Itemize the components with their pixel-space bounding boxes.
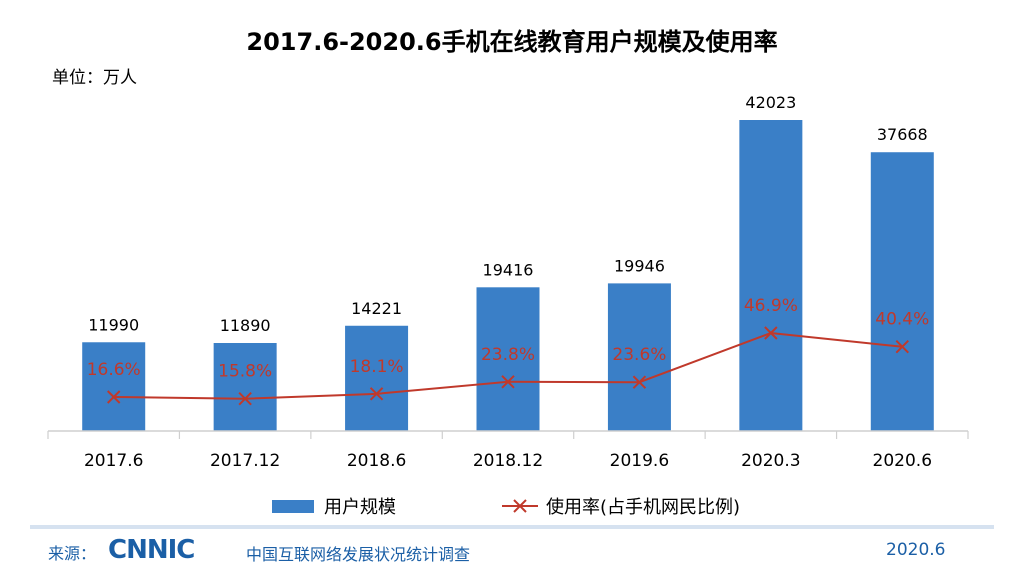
line-point-marker xyxy=(238,391,252,406)
line-point-marker xyxy=(501,375,515,389)
line-point-marker xyxy=(764,326,778,340)
legend: 用户规模 使用率(占手机网民比例) xyxy=(272,497,740,518)
x-tick-label: 2020.3 xyxy=(741,451,800,471)
x-tick-label: 2017.12 xyxy=(210,451,280,471)
line-value-label: 40.4% xyxy=(875,310,929,330)
cnnic-logo: CNNIC xyxy=(108,535,195,565)
bar xyxy=(213,343,277,431)
legend-bar-swatch xyxy=(272,500,314,513)
bar-value-label: 19946 xyxy=(614,256,665,275)
line-value-label: 46.9% xyxy=(744,296,798,316)
line-value-label: 23.8% xyxy=(481,345,535,365)
bar xyxy=(476,287,540,431)
line-point-marker xyxy=(107,390,121,404)
bar-value-label: 11890 xyxy=(220,316,271,335)
chart-title: 2017.6-2020.6手机在线教育用户规模及使用率 xyxy=(246,28,778,56)
bar-value-label: 11990 xyxy=(88,315,139,334)
line-point-marker xyxy=(632,375,647,389)
source-label: 来源： xyxy=(48,544,97,563)
line-value-label: 18.1% xyxy=(350,357,404,377)
org-name: 中国互联网络发展状况统计调查 xyxy=(246,545,471,564)
bar-value-label: 42023 xyxy=(745,93,796,112)
line-point-marker xyxy=(369,387,384,401)
line-layer: 16.6% 15.8% 18.1% 23.8% 23.6% 46.9% 40.4% xyxy=(87,296,929,406)
x-tick-label: 2020.6 xyxy=(873,451,932,471)
x-tick-label: 2019.6 xyxy=(610,451,669,471)
line-value-label: 23.6% xyxy=(612,345,666,365)
footer-date: 2020.6 xyxy=(886,540,946,560)
bars-layer: 11990 11890 14221 19416 19946 42023 37668 xyxy=(82,93,934,431)
bar-value-label: 37668 xyxy=(877,125,928,144)
footer-divider xyxy=(30,525,994,529)
legend-line-label: 使用率(占手机网民比例) xyxy=(546,497,740,518)
bar xyxy=(82,342,146,431)
bar xyxy=(870,152,934,431)
unit-label: 单位：万人 xyxy=(52,68,137,88)
line-value-label: 15.8% xyxy=(218,362,272,382)
bar xyxy=(345,325,409,431)
legend-bar-label: 用户规模 xyxy=(324,497,396,518)
axis-layer: 2017.6 2017.12 2018.6 2018.12 2019.6 2020.3 20… xyxy=(47,430,969,471)
legend-line-marker xyxy=(513,499,527,513)
x-tick-label: 2018.12 xyxy=(473,451,543,471)
bar-value-label: 19416 xyxy=(483,260,534,279)
bar xyxy=(607,283,671,431)
x-tick-label: 2018.6 xyxy=(347,451,406,471)
bar-value-label: 14221 xyxy=(351,299,402,318)
line-value-label: 16.6% xyxy=(87,360,141,380)
line-point-marker xyxy=(895,340,909,354)
bar xyxy=(739,120,803,431)
x-tick-label: 2017.6 xyxy=(84,451,143,471)
